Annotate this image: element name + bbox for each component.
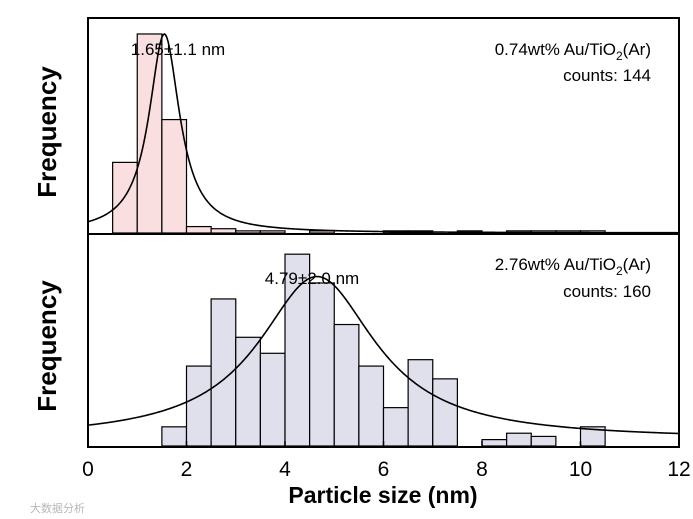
- x-axis-ticks: 0 2 4 6 8 10 12: [82, 441, 691, 481]
- top-histogram-bar: [161, 118, 188, 234]
- bottom-histogram-bar: [407, 359, 434, 447]
- bottom-histogram-bar: [333, 323, 360, 447]
- x-tick-label: 8: [476, 458, 488, 481]
- bottom-y-axis-label: Frequency: [32, 280, 62, 412]
- x-tick-label: 4: [279, 458, 291, 481]
- top-histogram-bar: [185, 225, 212, 234]
- bottom-mean-size-label: 4.79±2.0 nm: [265, 269, 359, 288]
- bottom-histogram-bar: [185, 365, 212, 447]
- x-tick-label: 6: [378, 458, 390, 481]
- x-tick-label: 0: [82, 458, 94, 481]
- top-histogram-bar: [259, 230, 286, 234]
- bottom-histogram-bar: [161, 426, 188, 447]
- top-mean-size-label: 1.65±1.1 nm: [131, 40, 225, 59]
- top-histogram-bars: [112, 33, 606, 234]
- bottom-histogram-bar: [284, 253, 311, 447]
- top-histogram-bar: [235, 230, 261, 234]
- bottom-histogram-bar: [382, 407, 409, 447]
- x-tick-label: 10: [569, 458, 592, 481]
- x-axis-label: Particle size (nm): [288, 482, 477, 508]
- watermark-text: 大数据分析: [30, 501, 85, 515]
- bottom-histogram-bars: [161, 253, 606, 447]
- bottom-lorentz-fit-curve: [87, 275, 680, 435]
- top-histogram-bar: [136, 33, 163, 234]
- top-counts-label: counts: 144: [563, 66, 651, 85]
- top-lorentz-fit-curve: [87, 33, 679, 234]
- bottom-sample-label: 2.76wt% Au/TiO2(Ar): [495, 255, 651, 278]
- bottom-histogram-bar: [358, 365, 385, 447]
- bottom-histogram-bar: [506, 432, 532, 447]
- bottom-histogram-bar: [481, 439, 508, 447]
- bottom-histogram-bar: [432, 378, 458, 447]
- bottom-histogram-bar: [579, 426, 606, 447]
- bottom-histogram-bar: [309, 282, 335, 447]
- top-y-axis-label: Frequency: [32, 66, 62, 198]
- x-tick-label: 12: [667, 458, 690, 481]
- x-tick-label: 2: [181, 458, 193, 481]
- bottom-counts-label: counts: 160: [563, 282, 651, 301]
- bottom-histogram-bar: [530, 435, 557, 447]
- top-sample-label: 0.74wt% Au/TiO2(Ar): [495, 40, 651, 63]
- bottom-histogram-bar: [235, 336, 261, 447]
- bottom-histogram-bar: [259, 352, 286, 447]
- top-histogram-bar: [210, 228, 237, 234]
